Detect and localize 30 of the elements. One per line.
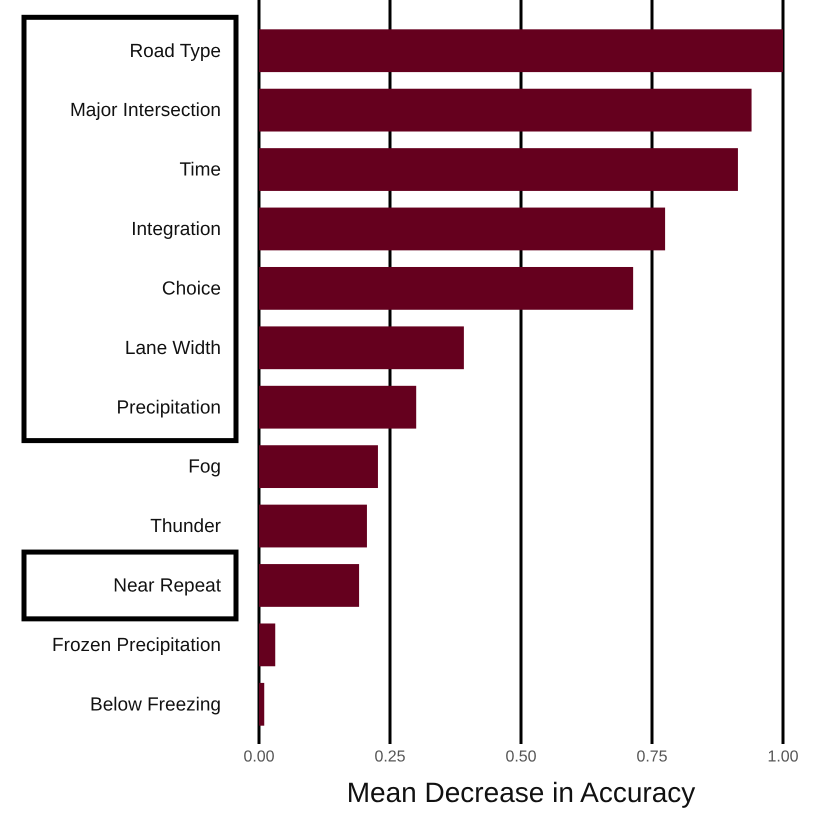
y-tick-label: Thunder [150, 516, 222, 538]
bar [259, 682, 264, 726]
x-tick-label: 0.25 [374, 748, 406, 766]
bar [259, 208, 666, 250]
x-tick-label: 1.00 [767, 748, 799, 766]
y-tick-label: Near Repeat [113, 576, 222, 597]
bar [259, 445, 378, 488]
bar [259, 386, 416, 429]
x-tick-label: 0.75 [636, 748, 668, 766]
x-tick-label: 0.00 [243, 748, 275, 766]
bar [259, 148, 738, 191]
x-axis-title: Mean Decrease in Accuracy [346, 777, 696, 808]
y-tick-label: Precipitation [116, 397, 221, 418]
bar [259, 29, 783, 72]
y-tick-label: Integration [131, 219, 221, 240]
bar [259, 504, 367, 548]
y-tick-label: Major Intersection [70, 100, 221, 122]
bar [259, 266, 634, 310]
bar [259, 564, 360, 607]
bar [259, 623, 276, 666]
bar [259, 326, 464, 370]
y-tick-label: Below Freezing [90, 694, 221, 716]
y-tick-label: Choice [162, 278, 221, 300]
x-tick-label: 0.50 [505, 748, 537, 766]
y-tick-label: Road Type [129, 40, 221, 62]
y-tick-label: Fog [188, 456, 221, 478]
y-tick-label: Frozen Precipitation [52, 634, 221, 656]
y-tick-label: Lane Width [124, 338, 221, 359]
bar [259, 88, 752, 132]
y-tick-label: Time [179, 160, 221, 181]
